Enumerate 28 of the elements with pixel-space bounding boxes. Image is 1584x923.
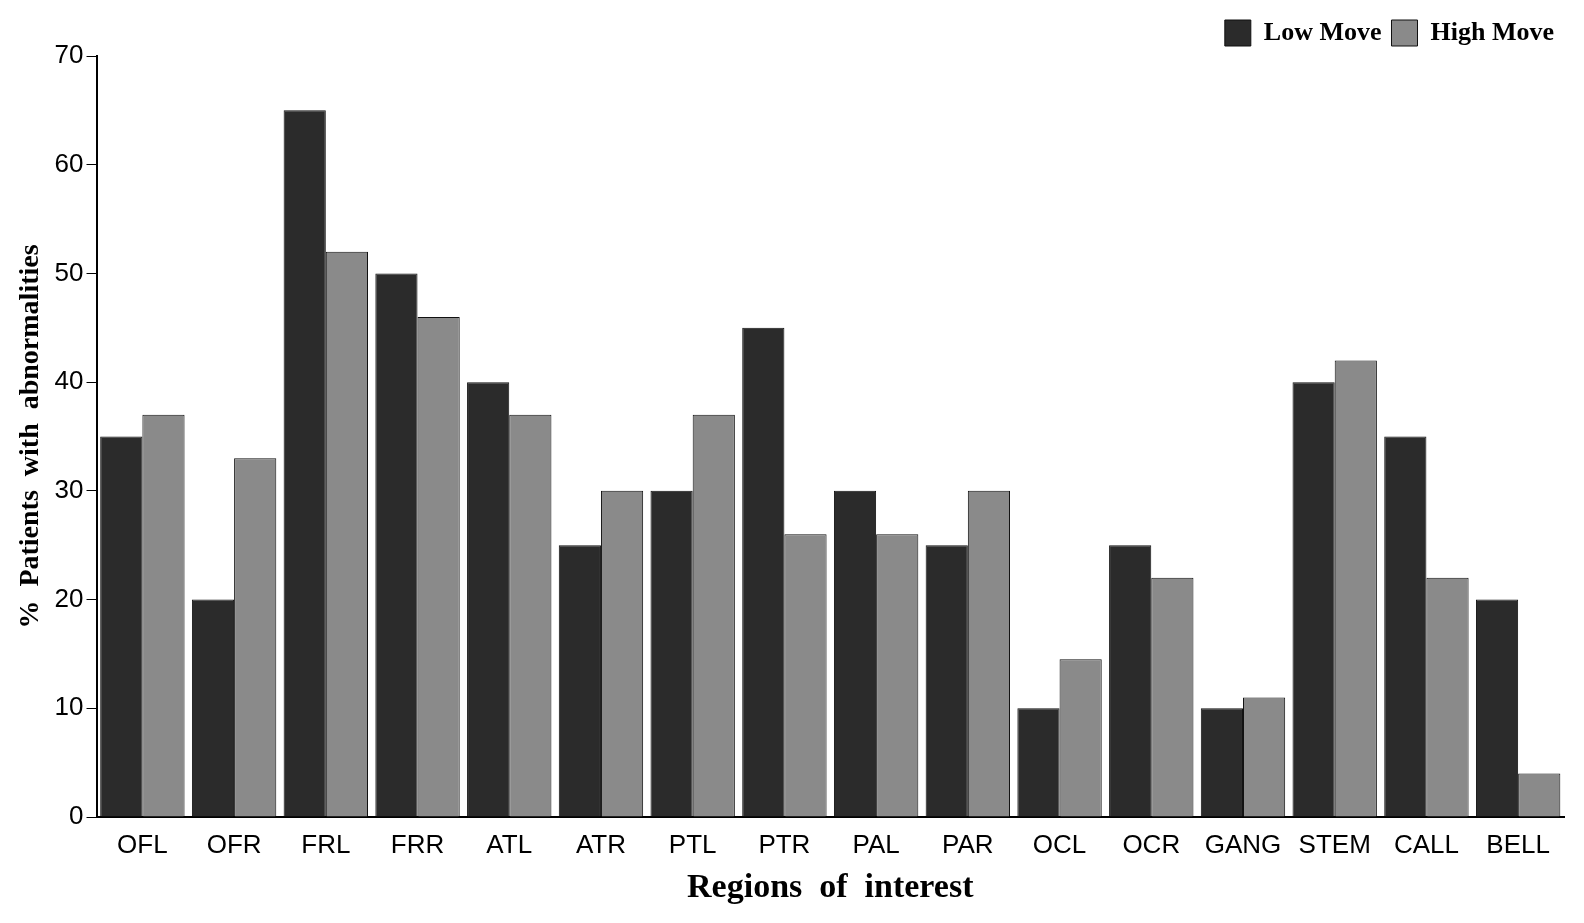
x-axis-title: Regions of interest [687, 867, 975, 905]
legend-label: Low Move [1263, 16, 1382, 46]
y-tick-label: 60 [54, 147, 84, 178]
x-tick-label: STEM [1298, 828, 1371, 859]
x-tick-label: PTR [758, 828, 811, 859]
x-tick-label: GANG [1204, 828, 1282, 859]
y-tick-label: 30 [54, 474, 84, 505]
y-tick-label: 10 [54, 691, 84, 722]
x-tick-label: PAL [852, 828, 900, 859]
x-tick-label: BELL [1486, 828, 1550, 859]
y-tick-label: 70 [54, 39, 84, 70]
y-tick-label: 0 [69, 800, 84, 831]
legend-label: High Move [1430, 16, 1555, 46]
x-tick-label: OCR [1122, 828, 1181, 859]
x-tick-label: PTL [668, 828, 717, 859]
x-tick-label: ATL [486, 828, 533, 859]
y-tick-label: 50 [54, 256, 84, 287]
y-tick-label: 40 [54, 365, 84, 396]
x-tick-label: FRR [390, 828, 445, 859]
y-axis-title: % Patients with abnormalities [13, 244, 45, 629]
x-tick-label: ATR [575, 828, 627, 859]
x-tick-label: OFR [206, 828, 262, 859]
y-tick-label: 20 [54, 582, 84, 613]
x-tick-label: OCL [1032, 828, 1087, 859]
x-tick-label: PAR [942, 828, 994, 859]
x-tick-label: FRL [301, 828, 351, 859]
x-tick-label: CALL [1393, 828, 1459, 859]
x-tick-label: OFL [117, 828, 168, 859]
